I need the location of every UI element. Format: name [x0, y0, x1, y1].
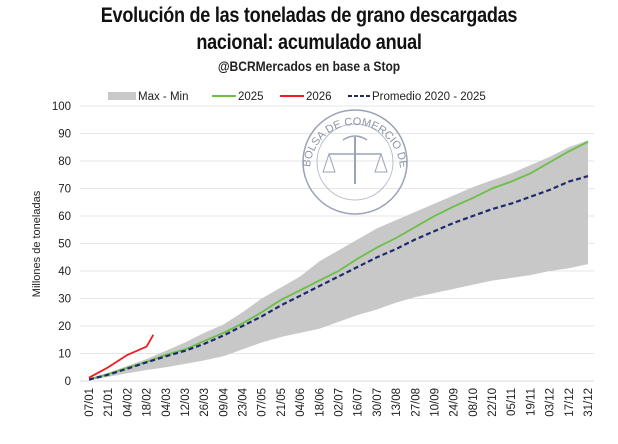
y-tick-label: 70 [58, 184, 71, 196]
series-line-promedio-2020-2025 [88, 175, 589, 381]
series-line-2025 [88, 140, 589, 381]
x-tick-label: 08/10 [468, 388, 480, 417]
x-tick-label: 18/06 [314, 388, 326, 417]
x-tick-label: 23/04 [238, 387, 250, 416]
seal-inner-ring [316, 123, 394, 201]
x-tick-label: 18/02 [142, 388, 154, 417]
legend-item: 2026 [280, 91, 332, 103]
x-tick-label: 17/12 [564, 388, 576, 417]
x-tick-label: 26/03 [199, 388, 211, 417]
x-tick-label: 12/03 [180, 388, 192, 417]
x-tick-label: 13/08 [391, 388, 403, 417]
x-tick-label: 04/06 [295, 388, 307, 417]
y-tick-label: 30 [58, 294, 71, 306]
chart-title-line-1: Evolución de las toneladas de grano desc… [100, 4, 518, 27]
seal-text: BOLSA DE COMERCIO DE ROSARIO [0, 0, 409, 171]
legend-label: Max - Min [138, 91, 188, 103]
x-tick-label: 22/10 [487, 388, 499, 417]
y-axis-ticks: 0 10 20 30 40 50 60 70 80 90 100 [52, 101, 71, 388]
y-tick-label: 40 [58, 266, 71, 278]
x-tick-label: 07/05 [257, 388, 269, 417]
x-tick-label: 07/01 [84, 388, 96, 417]
band-max-min [89, 140, 588, 381]
series-lines [88, 140, 589, 381]
seal-wings-icon [342, 135, 368, 141]
x-tick-label: 30/07 [372, 388, 384, 417]
y-tick-label: 80 [58, 156, 71, 168]
series-line-2026 [88, 334, 155, 379]
x-tick-label: 02/07 [334, 388, 346, 417]
x-tick-label: 27/08 [410, 388, 422, 417]
x-tick-label: 05/11 [506, 388, 518, 416]
x-tick-label: 24/09 [449, 388, 461, 417]
seal-scales-icon [322, 152, 388, 173]
legend-label: 2026 [306, 91, 332, 103]
x-tick-label: 21/05 [276, 388, 288, 417]
y-tick-label: 100 [52, 101, 71, 113]
seal-outer-ring [302, 109, 408, 215]
y-axis-label: Millones de toneladas [31, 190, 43, 297]
legend-item: 2025 [212, 91, 264, 103]
legend-item: Promedio 2020 - 2025 [348, 91, 486, 103]
x-axis-ticks: 07/01 21/01 04/02 18/02 04/03 12/03 26/03 09/04… [84, 387, 595, 416]
max-min-band [89, 140, 588, 381]
x-tick-label: 04/02 [122, 388, 134, 417]
y-tick-label: 90 [58, 129, 71, 141]
legend-swatch [108, 92, 136, 100]
x-tick-label: 16/07 [353, 388, 365, 417]
y-tick-label: 10 [58, 349, 71, 361]
y-tick-label: 20 [58, 321, 71, 333]
x-tick-label: 03/12 [545, 388, 557, 417]
chart-subtitle: @BCRMercados en base a Stop [217, 58, 401, 74]
y-tick-label: 60 [58, 211, 71, 223]
legend-label: 2025 [238, 91, 264, 103]
legend-label: Promedio 2020 - 2025 [372, 91, 486, 103]
x-tick-label: 19/11 [525, 388, 537, 416]
y-tick-label: 50 [58, 239, 71, 251]
legend-item: Max - Min [108, 91, 188, 103]
x-tick-label: 10/09 [430, 388, 442, 417]
x-tick-label: 09/04 [218, 387, 230, 416]
legend: Max - Min 2025 2026 Promedio 2020 - 2025 [108, 91, 486, 103]
chart-title-line-2: nacional: acumulado anual [196, 31, 422, 54]
y-tick-label: 0 [65, 376, 71, 388]
x-tick-label: 21/01 [103, 388, 115, 417]
x-tick-label: 04/03 [161, 388, 173, 417]
x-tick-label: 31/12 [583, 388, 595, 417]
